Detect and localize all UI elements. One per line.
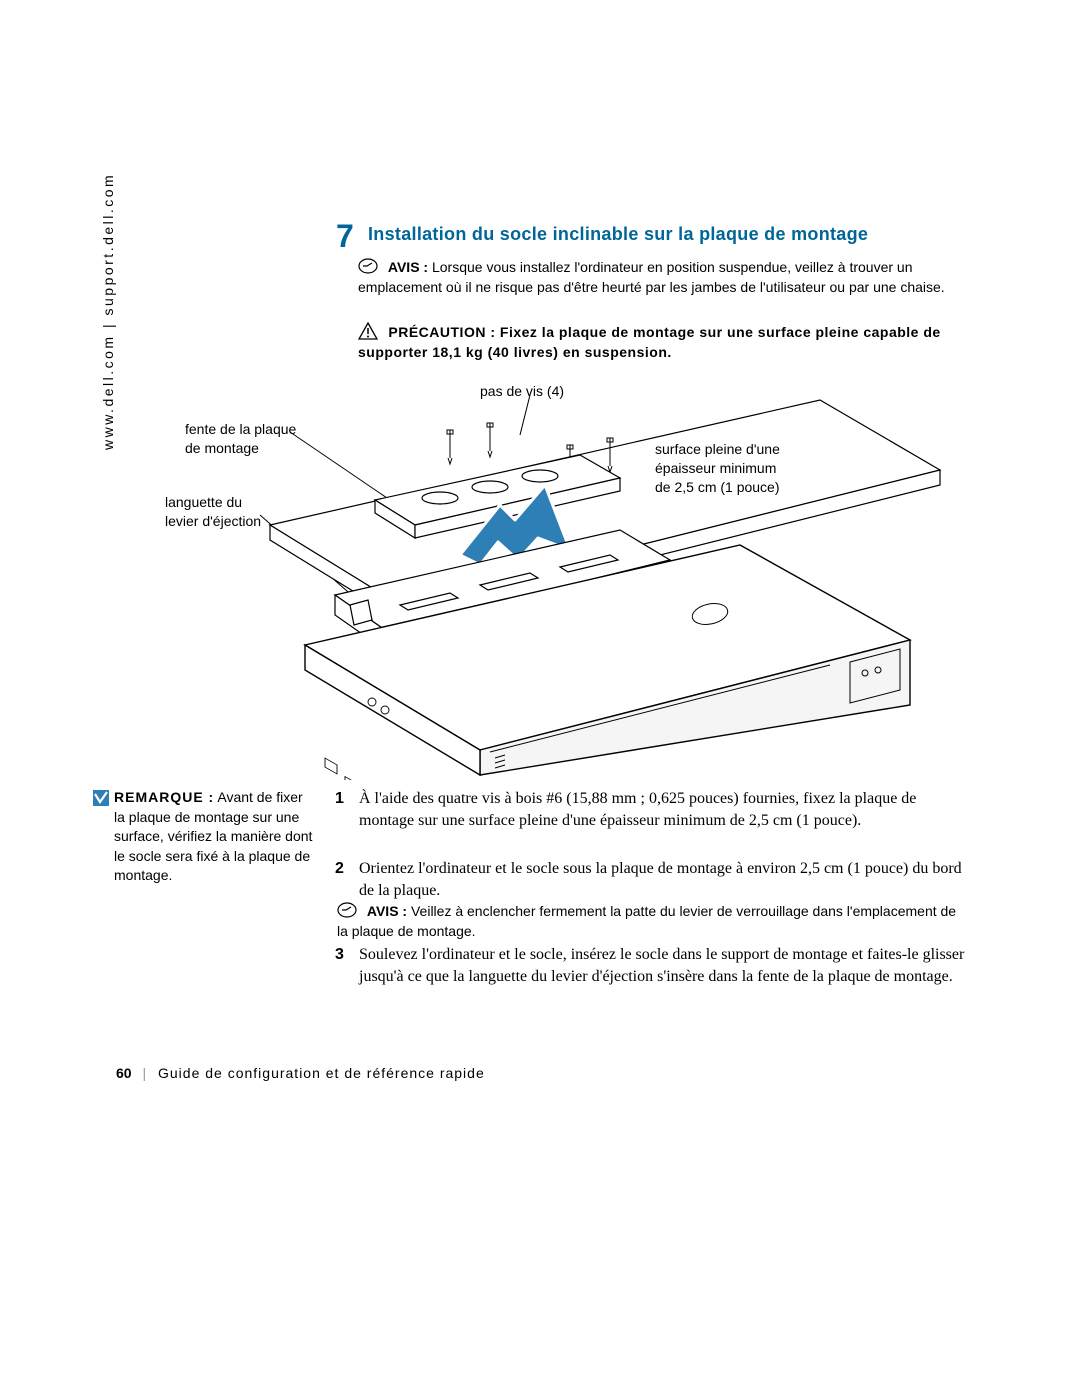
section-number: 7 xyxy=(336,218,354,255)
callout-surface: surface pleine d'une épaisseur minimum d… xyxy=(655,440,780,497)
step-3: 3 Soulevez l'ordinateur et le socle, ins… xyxy=(337,944,967,989)
sidebar-url: www.dell.com | support.dell.com xyxy=(100,173,116,450)
avis-block-1: AVIS : Lorsque vous installez l'ordinate… xyxy=(358,258,958,297)
notice-icon xyxy=(337,902,357,918)
step-text: Orientez l'ordinateur et le socle sous l… xyxy=(359,858,967,903)
footer-separator: | xyxy=(142,1065,147,1081)
section-title: Installation du socle inclinable sur la … xyxy=(368,224,868,245)
step-text: Soulevez l'ordinateur et le socle, insér… xyxy=(359,944,967,989)
step-number: 1 xyxy=(335,788,344,810)
callout-slot-l1: fente de la plaque xyxy=(185,421,296,437)
step-number: 3 xyxy=(335,944,344,966)
avis-text: Lorsque vous installez l'ordinateur en p… xyxy=(358,259,945,295)
avis-text: Veillez à enclencher fermement la patte … xyxy=(337,903,956,939)
callout-surface-l3: de 2,5 cm (1 pouce) xyxy=(655,479,780,495)
avis-block-2: AVIS : Veillez à enclencher fermement la… xyxy=(337,902,967,941)
step-number: 2 xyxy=(335,858,344,880)
avis-label: AVIS : xyxy=(367,903,407,919)
callout-surface-l1: surface pleine d'une xyxy=(655,441,780,457)
callout-lever-l1: languette du xyxy=(165,494,242,510)
remark-label: REMARQUE : xyxy=(114,789,214,805)
installation-diagram: pas de vis (4) fente de la plaque de mon… xyxy=(150,370,970,780)
callout-slot: fente de la plaque de montage xyxy=(185,420,296,458)
step-2: 2 Orientez l'ordinateur et le socle sous… xyxy=(337,858,967,903)
page-footer: 60 | Guide de configuration et de référe… xyxy=(116,1065,485,1081)
page-number: 60 xyxy=(116,1065,132,1081)
note-icon xyxy=(92,789,110,813)
avis-label: AVIS : xyxy=(388,259,428,275)
notice-icon xyxy=(358,258,378,274)
callout-surface-l2: épaisseur minimum xyxy=(655,460,776,476)
callout-lever-l2: levier d'éjection xyxy=(165,513,261,529)
callout-screws: pas de vis (4) xyxy=(480,382,564,401)
step-1: 1 À l'aide des quatre vis à bois #6 (15,… xyxy=(337,788,967,833)
remark-block: REMARQUE : Avant de fixer la plaque de m… xyxy=(114,788,314,886)
callout-slot-l2: de montage xyxy=(185,440,259,456)
caution-icon xyxy=(358,322,378,338)
manual-page: www.dell.com | support.dell.com 7 Instal… xyxy=(0,0,1080,1397)
callout-lever: languette du levier d'éjection xyxy=(165,493,261,531)
caution-label: PRÉCAUTION : xyxy=(388,324,495,340)
footer-title: Guide de configuration et de référence r… xyxy=(158,1065,485,1081)
caution-block: PRÉCAUTION : Fixez la plaque de montage … xyxy=(358,322,958,363)
step-text: À l'aide des quatre vis à bois #6 (15,88… xyxy=(359,788,967,833)
